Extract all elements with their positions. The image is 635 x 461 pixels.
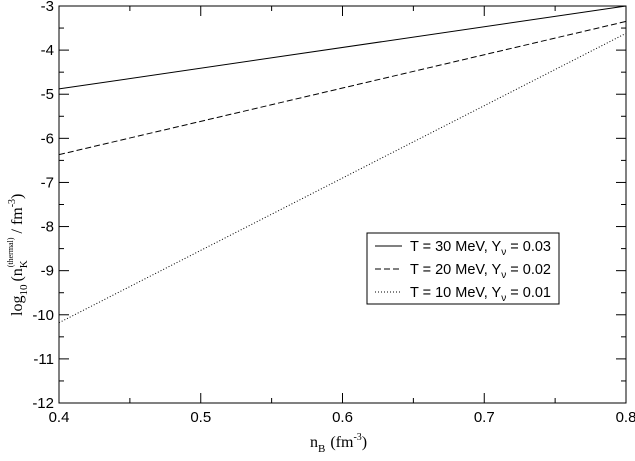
y-tick-label: -9 bbox=[41, 263, 54, 280]
series-line-3 bbox=[58, 32, 627, 324]
legend-entry-2: T = 20 MeV, Yν = 0.02 bbox=[410, 262, 551, 281]
y-tick-label: -3 bbox=[41, 0, 54, 15]
y-tick-label: -11 bbox=[33, 351, 54, 368]
y-tick-label: -8 bbox=[41, 219, 54, 236]
y-tick-label: -6 bbox=[41, 130, 54, 147]
y-tick-label: -10 bbox=[32, 307, 54, 324]
plot-frame bbox=[58, 5, 627, 404]
x-tick-label: 0.7 bbox=[474, 409, 495, 426]
x-tick-label: 0.5 bbox=[190, 409, 211, 426]
series-line-2 bbox=[58, 20, 627, 156]
y-tick-label: -12 bbox=[32, 395, 54, 412]
x-tick-label: 0.8 bbox=[616, 409, 635, 426]
y-tick-label: -7 bbox=[41, 174, 54, 191]
x-tick-label: 0.4 bbox=[49, 409, 70, 426]
y-axis-title: log10(nK(thermal)/ fm-3) bbox=[6, 194, 30, 316]
x-axis-title: nB (fm-3) bbox=[310, 432, 367, 455]
y-tick-label: -4 bbox=[41, 42, 54, 59]
series-line-1 bbox=[58, 5, 627, 90]
legend-entry-3: T = 10 MeV, Yν = 0.01 bbox=[410, 285, 551, 304]
legend-entry-1: T = 30 MeV, Yν = 0.03 bbox=[410, 239, 551, 258]
legend: T = 30 MeV, Yν = 0.03 T = 20 MeV, Yν = 0… bbox=[366, 232, 560, 305]
x-tick-label: 0.6 bbox=[332, 409, 353, 426]
axis-ticks: 0.4 0.5 0.6 0.7 0.8 -12 -11 -10 -9 -8 -7 -6 -5 -4 -3 bbox=[32, 0, 635, 426]
series-lines bbox=[58, 5, 627, 324]
y-tick-label: -5 bbox=[41, 86, 54, 103]
